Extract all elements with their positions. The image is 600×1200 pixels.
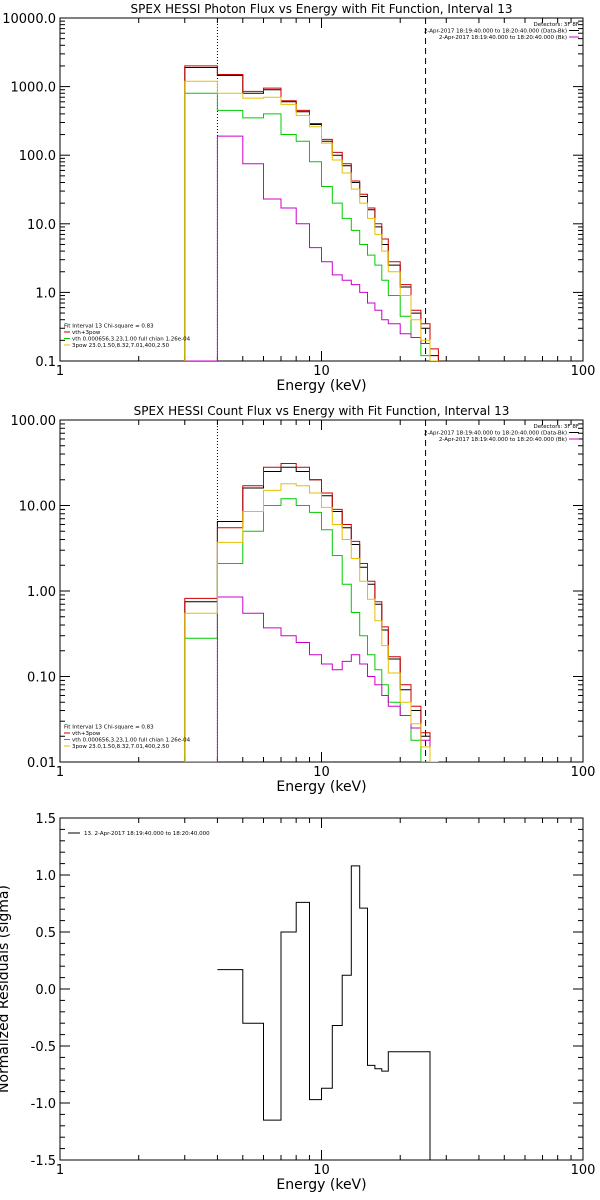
y-tick-label: -1.5: [31, 1154, 56, 1169]
series-line-0: [184, 466, 439, 762]
x-axis-label: Energy (keV): [276, 1177, 366, 1193]
y-tick-label: -0.5: [31, 1040, 56, 1055]
legend-text: Fit Interval 13 Chi-square = 0.83: [64, 324, 154, 330]
legend-text: vth 0.000656,3.23,1.00 full chian 1.26e-…: [72, 738, 191, 744]
series-line-2: [184, 92, 439, 361]
plot-frame: [59, 817, 584, 1161]
legend-text: vth 0.000656,3.23,1.00 full chian 1.26e-…: [72, 337, 191, 343]
x-tick-label: 100: [571, 765, 596, 780]
legend-text: 2-Apr-2017 18:19:40.000 to 18:20:40.000 …: [424, 29, 567, 35]
y-tick-label: 0.10: [27, 671, 56, 686]
y-tick-label: 100.0: [19, 149, 56, 164]
series-line-3: [184, 135, 439, 361]
y-tick-label: 0.5: [35, 926, 56, 941]
legend-text: 3pow 23.0,1.50,8.32,7.01,400,2.50: [72, 343, 170, 349]
x-tick-label: 10: [313, 1163, 330, 1178]
chart-title: SPEX HESSI Count Flux vs Energy with Fit…: [134, 404, 510, 418]
legend-text: 3pow 23.0,1.50,8.32,7.01,400,2.50: [72, 744, 170, 750]
plot-frame: [59, 17, 584, 362]
x-tick-label: 100: [571, 1163, 596, 1178]
y-tick-label: 0.1: [35, 355, 56, 370]
y-tick-label: 1.5: [35, 812, 56, 827]
x-axis-label: Energy (keV): [276, 378, 366, 394]
x-tick-label: 1: [56, 364, 64, 379]
y-tick-label: 1.0: [35, 869, 56, 884]
legend-text: 13. 2-Apr-2017 18:19:40.000 to 18:20:40.…: [84, 831, 210, 837]
x-tick-label: 1: [56, 765, 64, 780]
series-line-4: [184, 80, 439, 361]
y-tick-label: 100.00: [11, 414, 57, 429]
series-line-1: [184, 463, 439, 762]
legend-text: vth+3pow: [72, 731, 101, 737]
series-line-3: [184, 596, 439, 762]
y-tick-label: 10.0: [27, 218, 56, 233]
legend-text: Detectors: 3F 8F: [533, 22, 579, 28]
y-tick-label: -1.0: [31, 1097, 56, 1112]
y-tick-label: 1.00: [27, 585, 56, 600]
x-tick-label: 10: [313, 364, 330, 379]
panel-1: 1 10 100 0.1 1.0 10.0 100.0 1000.0 10000.0 SPEX H…: [2, 2, 595, 394]
legend-text: 2-Apr-2017 18:19:40.000 to 18:20:40.000 …: [439, 35, 567, 41]
panel-2: 1 10 100 0.01 0.10 1.00 10.00 100.00 SPEX HESSI …: [11, 404, 596, 795]
series-line-4: [184, 483, 439, 762]
legend-text: 2-Apr-2017 18:19:40.000 to 18:20:40.000 …: [439, 437, 567, 443]
legend-text: Detectors: 3F 8F: [533, 424, 579, 430]
x-axis-label: Energy (keV): [276, 779, 366, 795]
plot-frame: [59, 419, 584, 763]
series-line-1: [184, 65, 439, 361]
series-line-2: [184, 498, 439, 762]
x-tick-label: 1: [56, 1163, 64, 1178]
y-tick-label: 10.00: [19, 500, 56, 515]
y-tick-label: 0.0: [35, 983, 56, 998]
panel-3: 1 10 100 -1.5 -1.0 -0.5 0.0 0.5 1.0 1.5 Energy (ke…: [0, 812, 595, 1193]
series-line-0: [184, 67, 439, 361]
y-tick-label: 0.01: [27, 756, 56, 771]
y-tick-label: 10000.0: [2, 12, 56, 27]
x-tick-label: 100: [571, 364, 596, 379]
x-tick-label: 10: [313, 765, 330, 780]
y-tick-label: 1.0: [35, 286, 56, 301]
legend-text: Fit Interval 13 Chi-square = 0.83: [64, 725, 154, 731]
y-axis-label: Normalized Residuals (sigma): [0, 885, 12, 1093]
series-line-0: [217, 865, 431, 1160]
legend-text: vth+3pow: [72, 330, 101, 336]
y-tick-label: 1000.0: [11, 81, 57, 96]
legend-text: 2-Apr-2017 18:19:40.000 to 18:20:40.000 …: [424, 431, 567, 437]
chart-title: SPEX HESSI Photon Flux vs Energy with Fi…: [131, 2, 513, 16]
